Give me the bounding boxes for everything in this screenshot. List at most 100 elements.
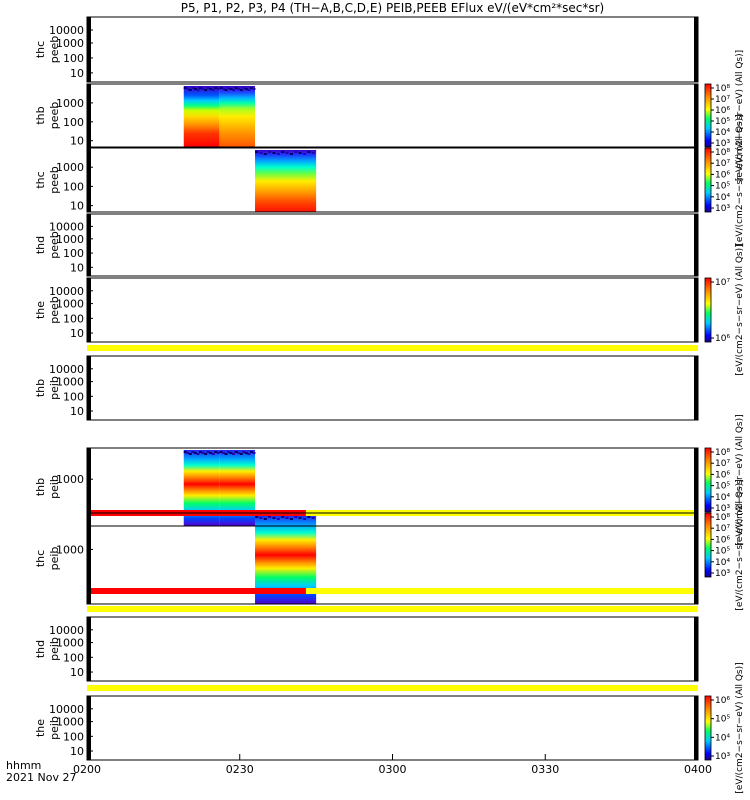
- x-tick-label: 0200: [73, 763, 101, 776]
- spectrogram-speckle: [216, 88, 220, 90]
- spectrogram-speckle: [204, 453, 208, 455]
- spectrogram-speckle: [268, 151, 272, 153]
- panel-instrument-label: peib: [48, 475, 61, 499]
- colorbar-tick-label: 10⁷: [715, 95, 730, 105]
- spectrogram-block: [255, 150, 317, 212]
- y-tick-label: 100: [63, 730, 84, 743]
- panel-edge-marker: [694, 513, 698, 604]
- colorbar-tick-label: 10⁶: [715, 696, 730, 706]
- spectrogram-speckle: [191, 87, 195, 89]
- spectrogram-speckle: [206, 451, 210, 453]
- x-axis-date: 2021 Nov 27: [6, 771, 76, 784]
- spectrogram-speckle: [221, 452, 225, 454]
- spectrogram-speckle: [224, 89, 228, 91]
- colorbar: [704, 512, 712, 578]
- spectrogram-speckle: [232, 453, 236, 455]
- y-tick-label: 10000: [49, 285, 84, 298]
- panel-probe-label: thb: [34, 106, 47, 124]
- y-tick-label: 1000: [56, 298, 84, 311]
- chart-title: P5, P1, P2, P3, P4 (TH−A,B,C,D,E) PEIB,P…: [181, 1, 604, 15]
- colorbar-tick-label: 10⁸: [715, 148, 730, 158]
- spectrogram-speckle: [188, 453, 192, 455]
- panel-instrument-label: peeb: [48, 102, 61, 130]
- colorbar-tick-label: 10⁶: [715, 535, 730, 545]
- spectrogram-speckle: [276, 518, 280, 520]
- colorbar-label: [eV/(cm2−s−sr−eV) (All Qs)]: [735, 414, 745, 545]
- panel-frame: [86, 16, 699, 83]
- y-tick-label: 100: [63, 116, 84, 129]
- spectrogram-speckle: [224, 453, 228, 455]
- panel-edge-marker: [694, 696, 698, 760]
- colorbar: [704, 277, 712, 343]
- panel-probe-label: thc: [34, 171, 47, 188]
- colorbar-tick-label: 10⁵: [715, 547, 730, 557]
- spectrogram-speckle: [196, 89, 200, 91]
- colorbar-tick-label: 10⁶: [715, 334, 730, 344]
- panel-instrument-label: peeb: [48, 296, 61, 324]
- spectrogram-speckle: [311, 517, 315, 519]
- panel-edge-marker: [87, 278, 91, 342]
- panel-edge-marker: [87, 513, 91, 604]
- colorbar-tick-label: 10⁵: [715, 117, 730, 127]
- y-tick-label: 100: [63, 651, 84, 664]
- panel-edge-marker: [694, 148, 698, 212]
- colorbar-tick-label: 10⁸: [715, 513, 730, 523]
- colorbar-tick-label: 10⁶: [715, 170, 730, 180]
- panel-edge-marker: [87, 617, 91, 681]
- y-tick-label: 10: [70, 67, 84, 80]
- y-tick-label: 10: [70, 405, 84, 418]
- spectrogram-speckle: [219, 451, 223, 453]
- panel-edge-marker: [694, 17, 698, 82]
- panel-probe-label: thd: [34, 236, 47, 254]
- spectrogram-speckle: [244, 88, 248, 90]
- colorbar-label: [eV/(cm2−s−sr−eV) (All Qs)]: [735, 479, 745, 610]
- colorbar-tick-label: 10⁷: [715, 459, 730, 469]
- panel-edge-marker: [87, 448, 91, 526]
- panel-edge-marker: [694, 278, 698, 342]
- panel-frame: [86, 695, 699, 761]
- spectrogram-speckle: [289, 518, 293, 520]
- spectrogram-speckle: [193, 452, 197, 454]
- spectrogram-speckle: [272, 517, 276, 519]
- panel-edge-marker: [87, 214, 91, 276]
- spectrogram-speckle: [227, 451, 231, 453]
- colorbar-tick-label: 10⁴: [715, 128, 730, 138]
- panel-frame: [86, 83, 699, 148]
- y-tick-label: 1000: [56, 637, 84, 650]
- spectrogram-speckle: [247, 453, 251, 455]
- spectrogram-speckle: [247, 89, 251, 91]
- panel-frame: [86, 355, 699, 421]
- spectrogram-speckle: [188, 89, 192, 91]
- colorbar-tick-label: 10³: [715, 139, 730, 149]
- colorbar-label: [eV/(cm2−s−sr−eV) (All Qs)]: [735, 662, 745, 793]
- status-bar-segment: [87, 588, 306, 594]
- spectrogram-speckle: [244, 452, 248, 454]
- y-tick-label: 10: [70, 261, 84, 274]
- colorbar-tick-label: 10⁷: [715, 524, 730, 534]
- spectrogram-speckle: [186, 452, 190, 454]
- spectrogram-speckle: [183, 451, 187, 453]
- y-tick-label: 100: [63, 390, 84, 403]
- colorbar: [704, 447, 712, 513]
- panel-frame: [86, 616, 699, 682]
- panel-edge-marker: [87, 356, 91, 420]
- panel-probe-label: the: [34, 719, 47, 737]
- y-tick-label: 10: [70, 135, 84, 148]
- spectrogram-speckle: [242, 87, 246, 89]
- y-tick-label: 1000: [56, 37, 84, 50]
- panel-edge-marker: [87, 17, 91, 82]
- spectrogram-speckle: [298, 152, 302, 154]
- x-tick-label: 0400: [684, 763, 712, 776]
- spectrogram-speckle: [227, 87, 231, 89]
- spectrogram-block: [219, 86, 256, 147]
- y-tick-label: 10: [70, 745, 84, 758]
- y-tick-label: 10000: [49, 220, 84, 233]
- panel-instrument-label: peib: [48, 376, 61, 400]
- colorbar-tick-label: 10³: [715, 504, 730, 514]
- spectrogram-speckle: [259, 517, 263, 519]
- spectrogram-speckle: [294, 516, 298, 518]
- y-tick-label: 1000: [56, 97, 84, 110]
- panel-instrument-label: peeb: [48, 166, 61, 194]
- colorbar: [704, 83, 712, 148]
- colorbar-label: [eV/(cm2−s−sr−eV) (All Qs)]: [735, 50, 745, 181]
